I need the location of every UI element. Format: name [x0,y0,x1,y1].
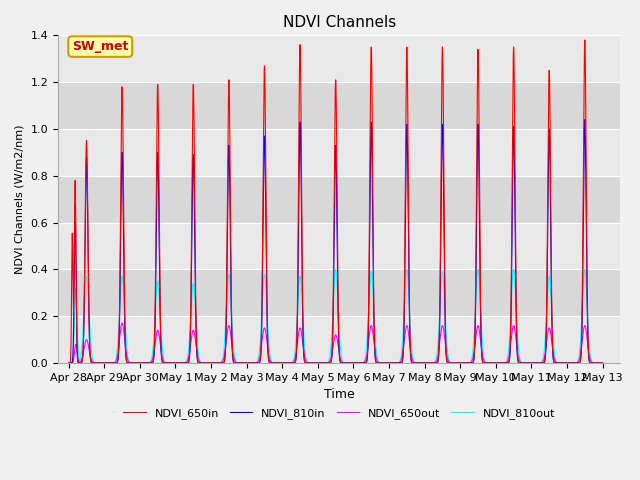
Bar [58,176,620,223]
NDVI_650in [123,359,131,365]
NDVI_650out [123,354,131,360]
NDVI_810out [82,278,90,284]
X-axis label: Time: Time [324,388,355,401]
NDVI_650in [581,37,589,43]
NDVI_810in [123,360,131,365]
NDVI_650out [65,360,72,366]
Bar [58,36,620,82]
Title: NDVI Channels: NDVI Channels [283,15,396,30]
Text: SW_met: SW_met [72,40,129,53]
NDVI_650in [528,360,536,366]
NDVI_810out [348,360,355,366]
Bar [58,82,620,129]
NDVI_650out [528,360,536,366]
Y-axis label: NDVI Channels (W/m2/nm): NDVI Channels (W/m2/nm) [15,124,25,274]
Legend: NDVI_650in, NDVI_810in, NDVI_650out, NDVI_810out: NDVI_650in, NDVI_810in, NDVI_650out, NDV… [119,403,559,423]
NDVI_810out [123,347,131,352]
NDVI_650out [118,320,126,326]
NDVI_650out [599,360,607,366]
NDVI_810in [528,360,536,366]
NDVI_810in [193,352,201,358]
NDVI_650in [182,360,189,366]
NDVI_650out [82,338,90,344]
Bar [58,316,620,363]
NDVI_650in [599,360,607,366]
NDVI_650in [65,360,72,366]
NDVI_810out [581,266,589,272]
Line: NDVI_810in: NDVI_810in [68,120,603,363]
Bar [58,129,620,176]
NDVI_810out [599,360,607,366]
Line: NDVI_650in: NDVI_650in [68,40,603,363]
NDVI_810in [348,360,355,366]
NDVI_650out [193,349,201,355]
NDVI_810in [599,360,607,366]
NDVI_810out [193,332,201,338]
Line: NDVI_650out: NDVI_650out [68,323,603,363]
NDVI_810out [65,360,72,366]
Bar [58,269,620,316]
Bar [58,223,620,269]
NDVI_650in [82,170,90,176]
NDVI_650in [193,349,201,355]
NDVI_810in [82,184,90,190]
NDVI_650out [182,360,189,366]
NDVI_650out [348,360,355,366]
NDVI_810in [65,360,72,366]
NDVI_810out [528,360,536,366]
NDVI_810in [581,117,589,122]
NDVI_810out [182,359,189,365]
Line: NDVI_810out: NDVI_810out [68,269,603,363]
NDVI_810in [182,360,189,366]
NDVI_650in [348,360,355,366]
